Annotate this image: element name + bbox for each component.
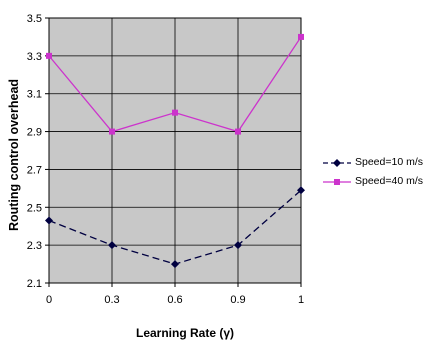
x-tick-label: 0 [46,294,52,306]
x-axis-label: Learning Rate (γ) [135,326,234,340]
x-tick-label: 0.6 [167,294,182,306]
data-point [298,33,304,40]
y-tick-label: 2.5 [27,202,42,214]
legend-label-series-2: Speed=40 m/s [355,175,424,187]
y-tick-label: 2.3 [27,240,42,252]
y-tick-label: 3.3 [27,51,42,63]
legend-swatch-series-1 [323,159,351,167]
data-point [171,260,179,269]
x-tick-label: 1 [298,294,304,306]
y-tick-label: 2.1 [27,278,42,290]
legend: Speed=10 m/s Speed=40 m/s [323,156,443,195]
y-tick-label: 2.7 [27,164,42,176]
x-tick-label: 0.9 [230,294,245,306]
x-tick-label: 0.3 [104,294,119,306]
y-tick-labels: 2.1 2.3 2.5 2.7 2.9 3.1 3.3 3.5 [27,13,49,290]
data-point [46,52,52,59]
data-point [172,109,178,116]
gridlines [49,18,301,283]
data-point [235,128,241,135]
data-point [297,186,305,195]
legend-item-series-2: Speed=40 m/s [323,175,443,195]
y-tick-label: 3.5 [27,13,42,25]
data-point [234,241,242,250]
series-group [45,33,305,269]
data-point [108,241,116,250]
legend-item-series-1: Speed=10 m/s [323,156,443,176]
data-point [45,216,53,225]
y-tick-label: 2.9 [27,127,42,139]
x-tick-labels: 0 0.3 0.6 0.9 1 [46,283,304,306]
legend-swatch-series-2 [323,179,351,185]
y-tick-label: 3.1 [27,89,42,101]
data-point [109,128,115,135]
legend-label-series-1: Speed=10 m/s [355,156,424,168]
